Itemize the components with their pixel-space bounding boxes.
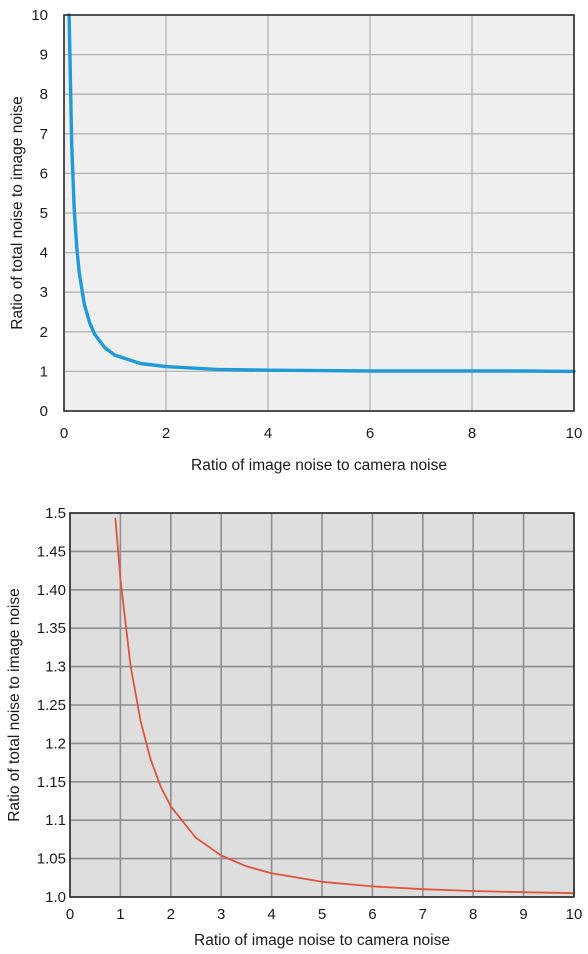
- y-tick-label: 1.40: [37, 582, 66, 599]
- x-tick-label: 3: [217, 906, 225, 923]
- y-tick-label: 4: [40, 245, 48, 262]
- y-tick-label: 1.2: [45, 735, 66, 752]
- y-tick-label: 0: [40, 403, 48, 420]
- y-tick-label: 3: [40, 284, 48, 301]
- noise-ratio-chart-zoom: 0 1 2 3 4 5 6 7 8 9 10 1.0 1.05 1.1 1.15 1.2 1.25 1.3 1.3…: [6, 505, 582, 949]
- y-tick-label: 9: [40, 47, 48, 64]
- x-tick-label: 8: [468, 425, 476, 442]
- y-tick-label: 1.3: [45, 659, 66, 676]
- x-tick-label: 6: [368, 906, 376, 923]
- noise-ratio-chart-full: 0 2 4 6 8 10 0 1 2 3 4 5 6 7 8 9 10 Ratio of image nois…: [9, 7, 582, 474]
- x-tick-label: 2: [167, 906, 175, 923]
- y-tick-label: 7: [40, 126, 48, 143]
- y-tick-labels: 0 1 2 3 4 5 6 7 8 9 10: [31, 7, 48, 420]
- y-tick-label: 1.25: [37, 697, 66, 714]
- x-tick-label: 1: [116, 906, 124, 923]
- x-tick-label: 4: [264, 425, 272, 442]
- x-tick-label: 4: [267, 906, 275, 923]
- x-tick-label: 10: [566, 906, 583, 923]
- x-tick-label: 9: [519, 906, 527, 923]
- y-tick-label: 1.15: [37, 774, 66, 791]
- y-axis-title: Ratio of total noise to image noise: [6, 588, 23, 822]
- y-tick-labels: 1.0 1.05 1.1 1.15 1.2 1.25 1.3 1.35 1.40 1.45 1.5: [37, 505, 66, 906]
- x-axis-title: Ratio of image noise to camera noise: [191, 457, 447, 474]
- series-line: [67, 13, 576, 374]
- x-axis-title: Ratio of image noise to camera noise: [194, 932, 450, 949]
- y-axis-title: Ratio of total noise to image noise: [9, 96, 26, 330]
- x-tick-labels: 0 1 2 3 4 5 6 7 8 9 10: [66, 906, 583, 923]
- x-tick-label: 6: [366, 425, 374, 442]
- y-tick-label: 10: [31, 7, 48, 24]
- x-tick-label: 2: [162, 425, 170, 442]
- x-tick-label: 0: [60, 425, 68, 442]
- y-tick-label: 8: [40, 86, 48, 103]
- grid-lines: [63, 14, 575, 412]
- plot-frame: [69, 512, 575, 898]
- y-tick-label: 1.0: [45, 889, 66, 906]
- x-tick-labels: 0 2 4 6 8 10: [60, 425, 583, 442]
- y-tick-label: 2: [40, 324, 48, 341]
- y-tick-label: 1.45: [37, 543, 66, 560]
- y-tick-label: 5: [40, 205, 48, 222]
- y-tick-label: 1.1: [45, 812, 66, 829]
- y-tick-label: 1: [40, 363, 48, 380]
- x-tick-label: 10: [566, 425, 583, 442]
- x-tick-label: 7: [419, 906, 427, 923]
- y-tick-label: 6: [40, 165, 48, 182]
- plot-frame: [63, 14, 575, 412]
- y-tick-label: 1.5: [45, 505, 66, 522]
- y-tick-label: 1.05: [37, 851, 66, 868]
- x-tick-label: 5: [318, 906, 326, 923]
- x-tick-label: 0: [66, 906, 74, 923]
- series-line: [114, 517, 575, 895]
- x-tick-label: 8: [469, 906, 477, 923]
- y-tick-label: 1.35: [37, 620, 66, 637]
